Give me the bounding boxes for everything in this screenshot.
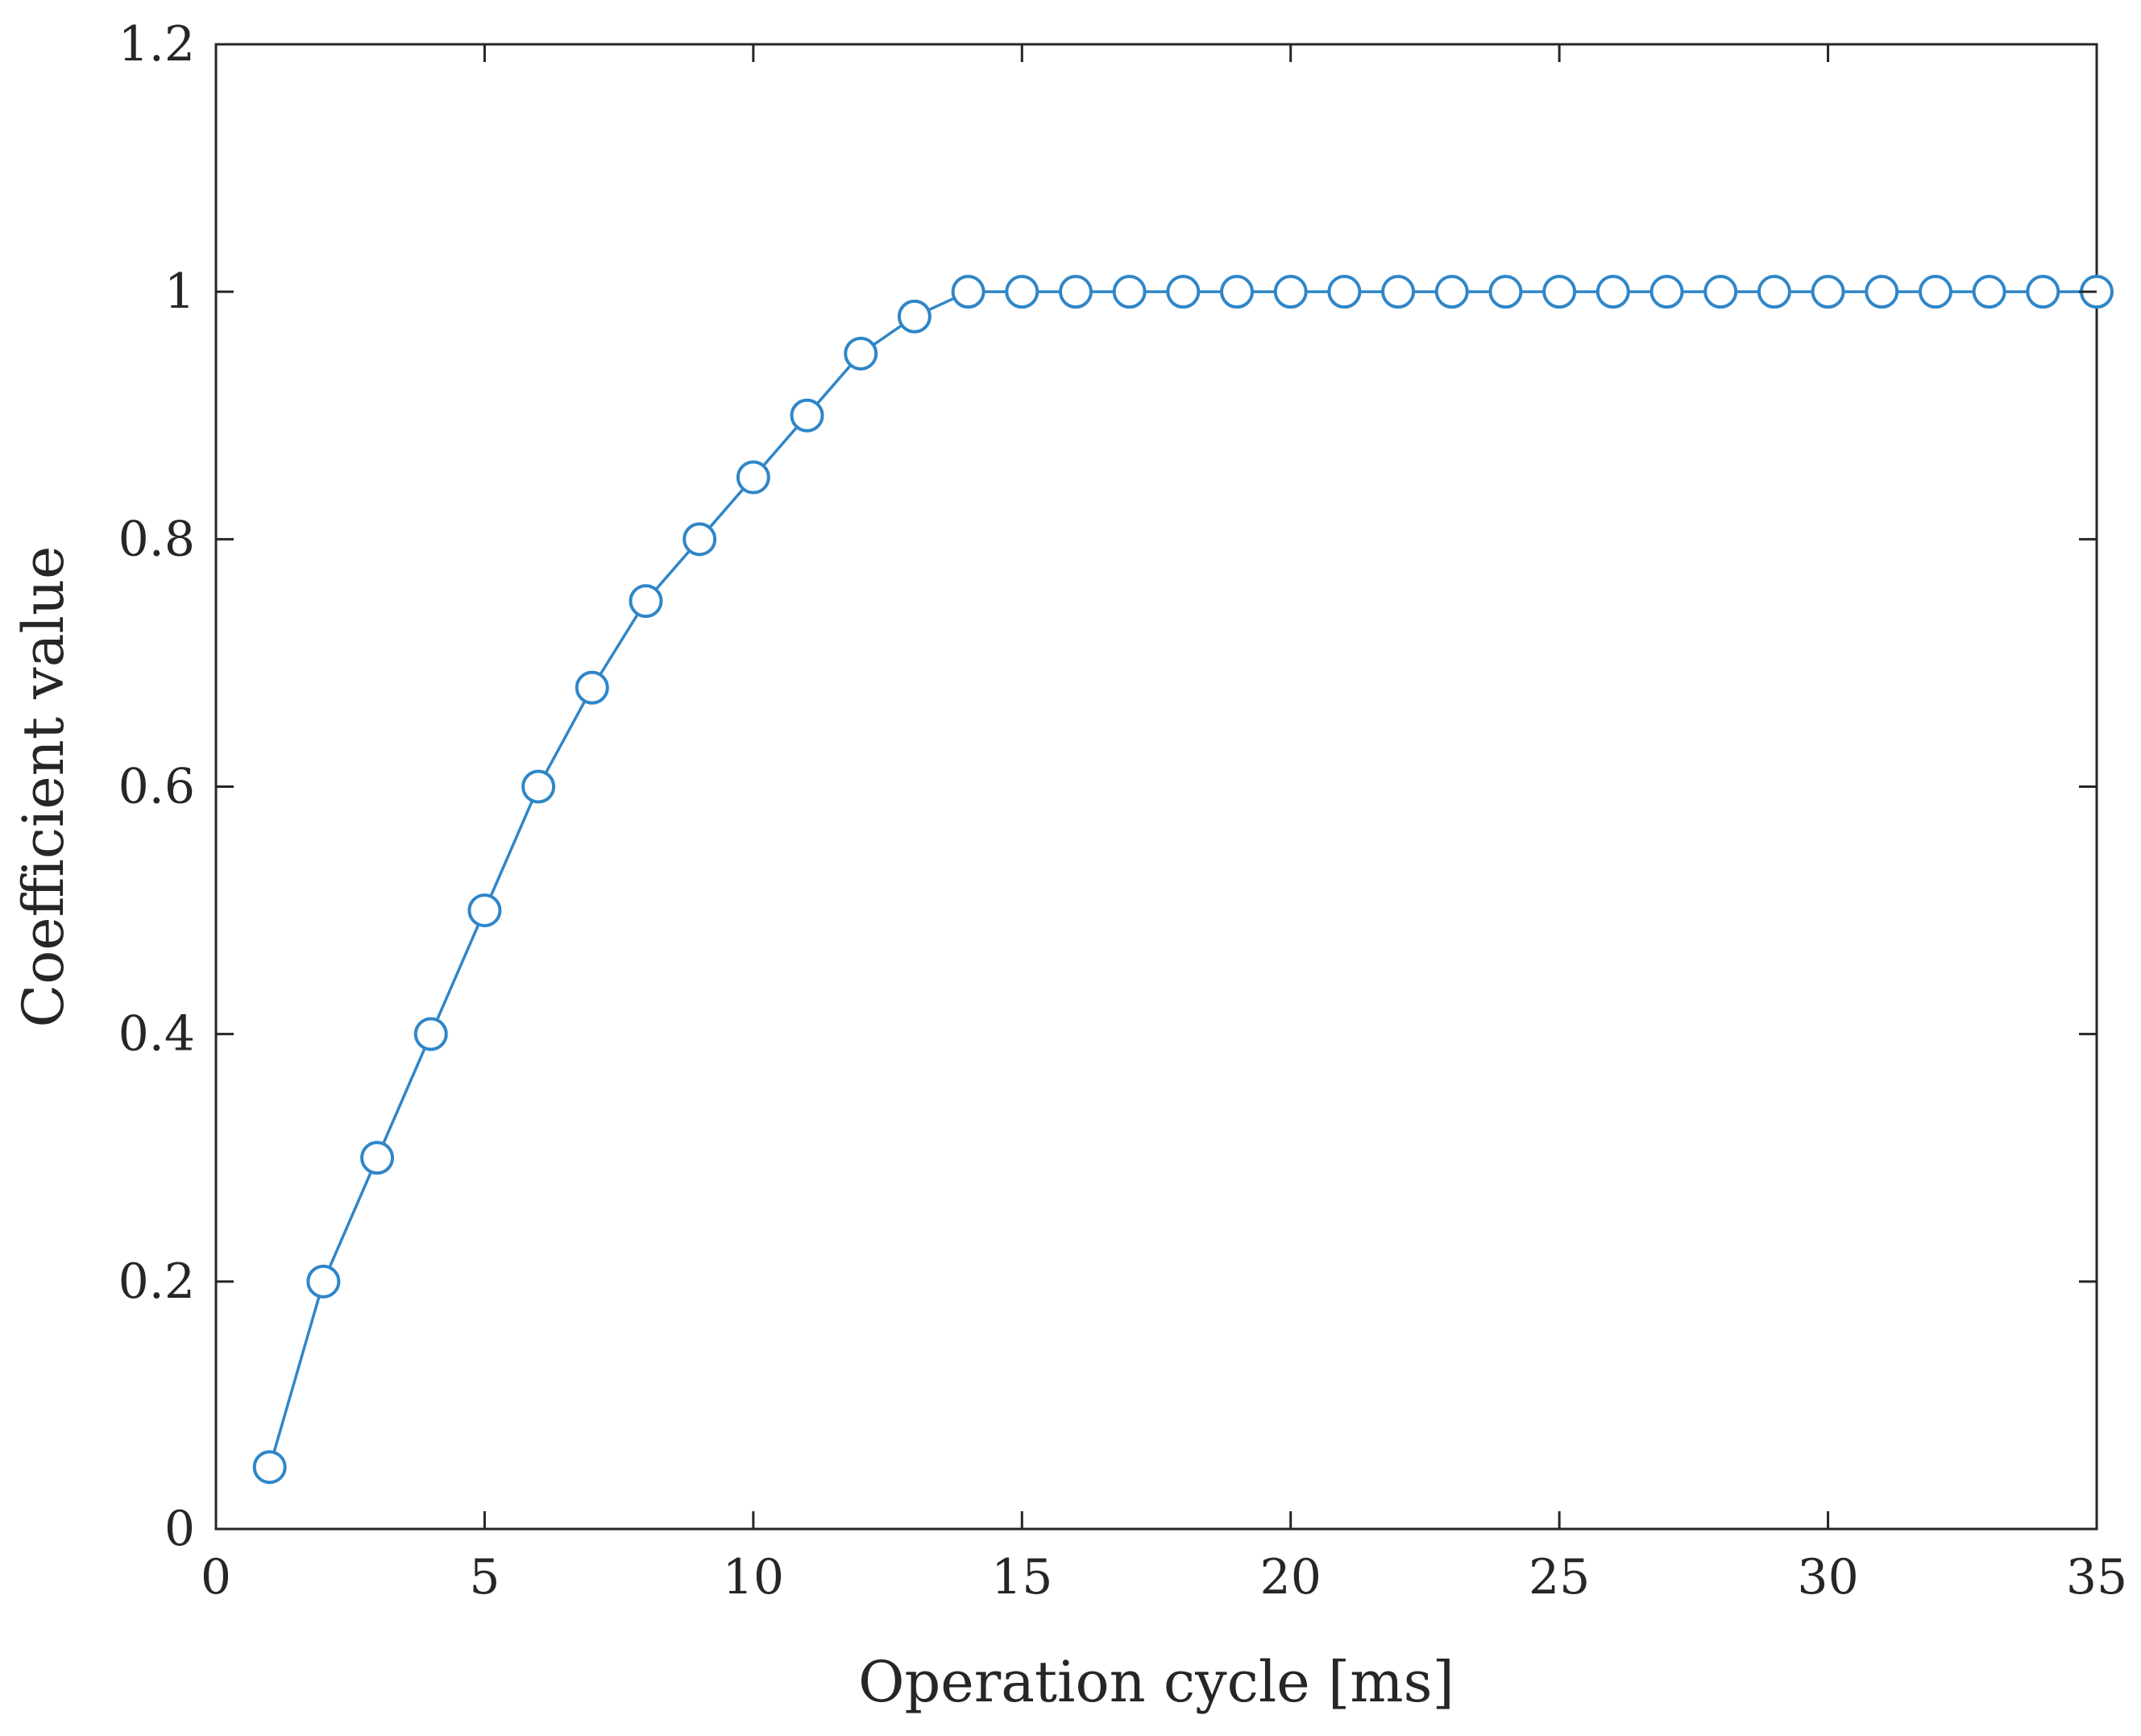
data-point-marker [1327, 275, 1362, 309]
data-point-marker [1595, 275, 1630, 309]
axes [214, 43, 2098, 1531]
series-line [268, 290, 2097, 1468]
data-point-marker [1757, 275, 1791, 309]
x-tick-label: 5 [469, 1549, 500, 1605]
y-axis-title: Coefficient value [10, 546, 77, 1028]
plot-frame [214, 43, 2098, 1531]
data-point-marker [306, 1264, 341, 1299]
y-tick-label: 0.4 [118, 1006, 195, 1063]
data-point-marker [252, 1450, 287, 1485]
data-point-marker [951, 275, 985, 309]
data-point-marker [1865, 275, 1899, 309]
data-point-marker [1005, 275, 1039, 309]
data-point-marker [1058, 275, 1093, 309]
x-tick-label: 10 [723, 1549, 784, 1605]
data-point-marker [467, 893, 502, 928]
x-tick-label: 15 [991, 1549, 1052, 1605]
y-tick-label: 0.8 [118, 511, 195, 567]
y-tick-label: 0.6 [118, 759, 195, 815]
data-point-marker [1166, 275, 1201, 309]
y-tick-label: 1 [164, 263, 195, 320]
data-point-marker [521, 769, 556, 804]
data-point-marker [844, 336, 878, 371]
data-point-marker [1273, 275, 1308, 309]
data-point-marker [1220, 275, 1255, 309]
data-point-marker [1488, 275, 1523, 309]
data-point-marker [1381, 275, 1416, 309]
data-point-marker [1112, 275, 1147, 309]
data-point-marker [1811, 275, 1845, 309]
data-point-marker [1918, 275, 1952, 309]
data-point-marker [683, 522, 717, 557]
data-point-marker [1649, 275, 1684, 309]
x-axis-ticks: 0 5 10 15 20 25 30 35 [201, 44, 2127, 1605]
data-point-marker [1434, 275, 1469, 309]
y-tick-label: 1.2 [118, 16, 195, 73]
data-point-marker [1972, 275, 2006, 309]
x-tick-label: 0 [201, 1549, 231, 1605]
data-point-marker [790, 398, 824, 433]
x-tick-label: 30 [1797, 1549, 1858, 1605]
data-point-marker [2026, 275, 2060, 309]
data-point-marker [629, 584, 663, 619]
data-point-marker [1703, 275, 1738, 309]
y-tick-label: 0.2 [118, 1253, 195, 1310]
x-tick-label: 20 [1260, 1549, 1322, 1605]
x-tick-label: 35 [2066, 1549, 2127, 1605]
series-coefficient [252, 275, 2114, 1485]
y-tick-label: 0 [164, 1501, 195, 1557]
data-point-marker [575, 670, 609, 705]
data-point-marker [360, 1141, 395, 1175]
data-point-marker [897, 299, 932, 334]
x-axis-title: Operation cycle [ms] [858, 1649, 1454, 1715]
data-point-marker [1542, 275, 1577, 309]
data-point-marker [413, 1017, 448, 1051]
x-tick-label: 25 [1529, 1549, 1590, 1605]
y-axis-ticks: 0 0.2 0.4 0.6 0.8 1 1.2 [118, 16, 2097, 1557]
data-point-marker [736, 460, 770, 495]
